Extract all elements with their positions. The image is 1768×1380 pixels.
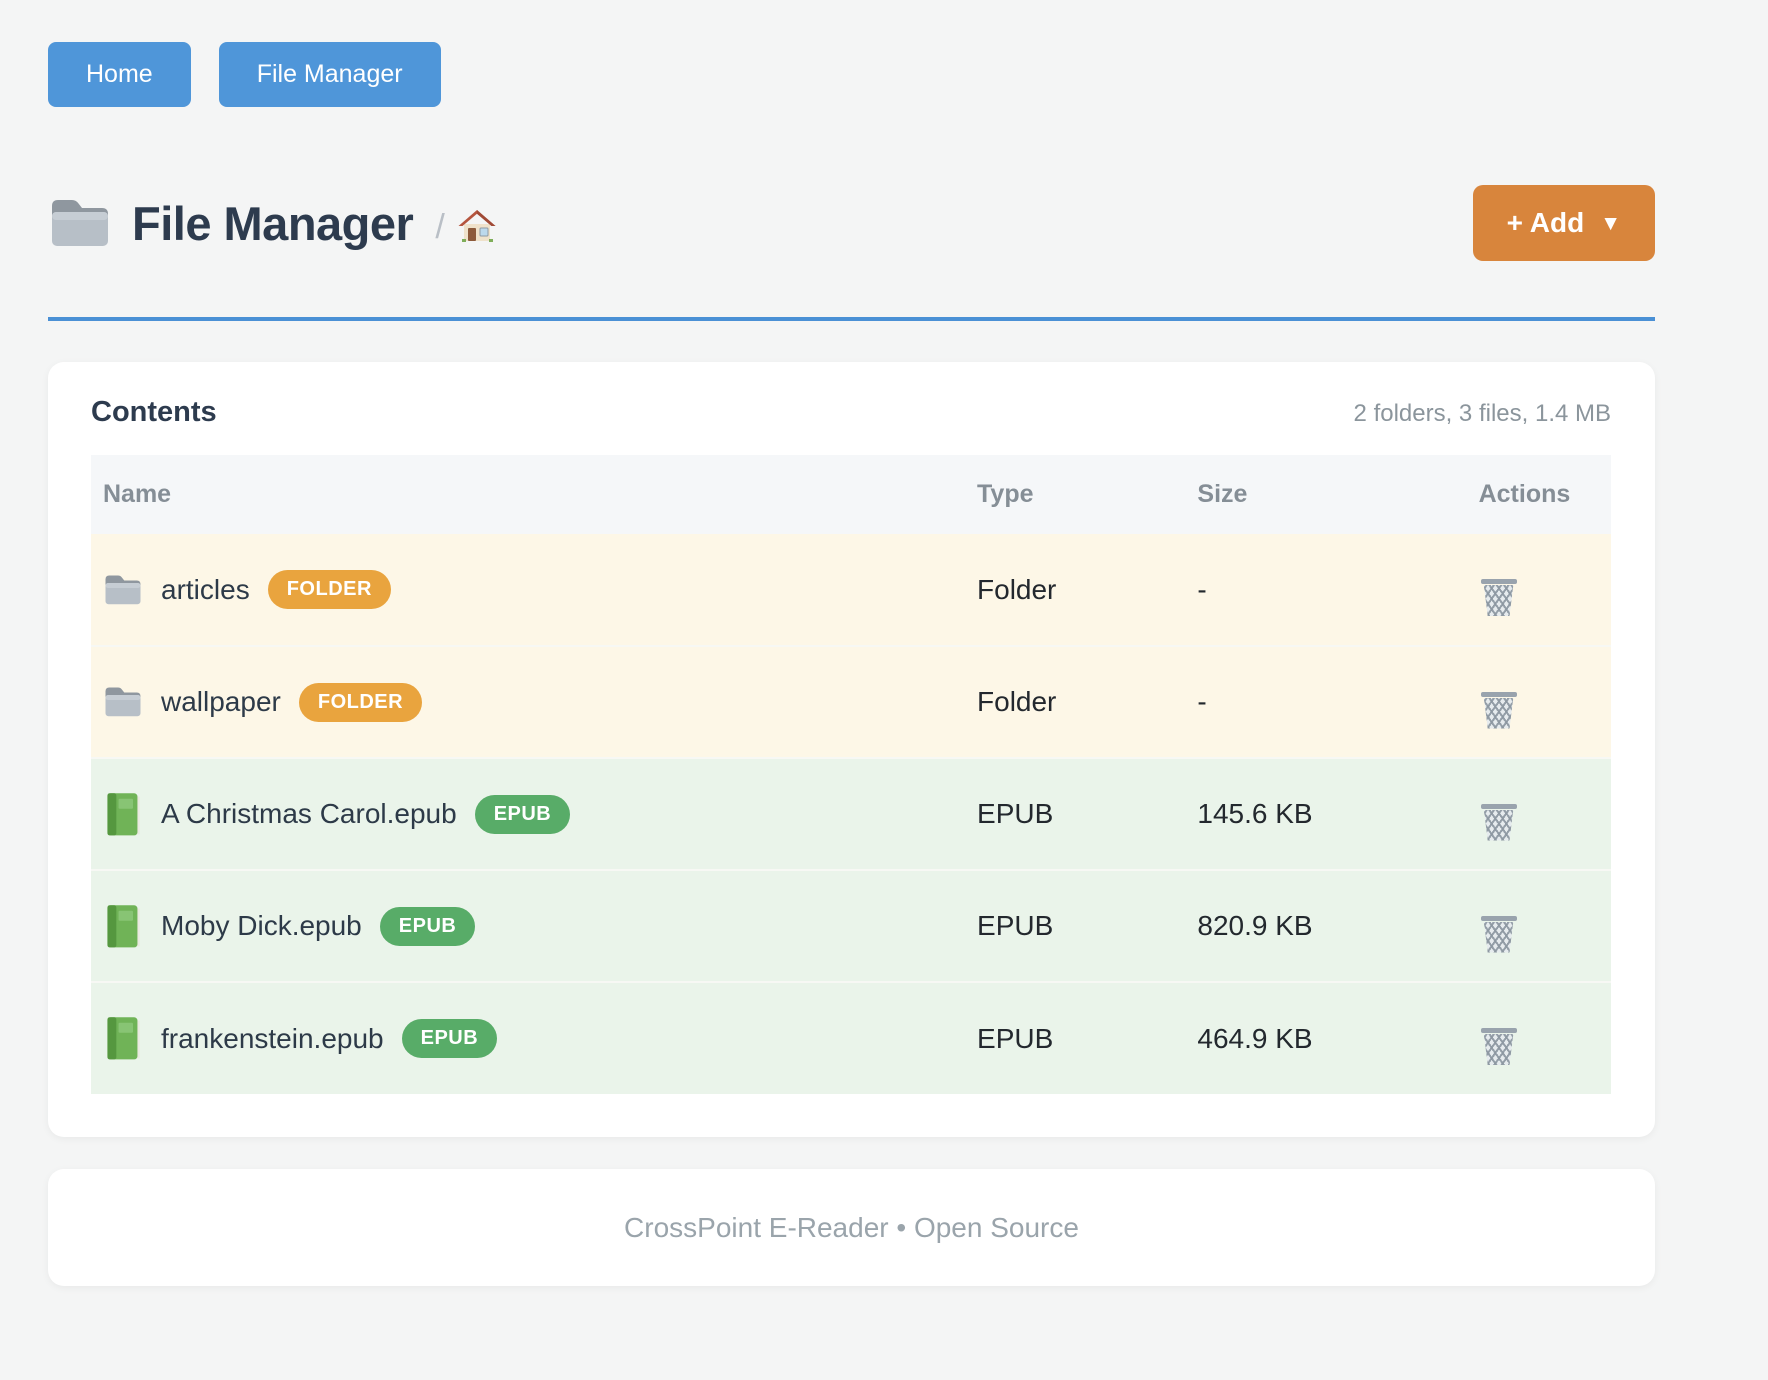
type-badge: FOLDER xyxy=(298,682,423,722)
type-badge: EPUB xyxy=(401,1019,498,1058)
title-underline xyxy=(48,317,1655,321)
breadcrumb-separator: / xyxy=(435,207,445,246)
wastebasket-icon xyxy=(1480,1028,1517,1033)
footer-text: CrossPoint E-Reader • Open Source xyxy=(624,1211,1079,1243)
top-nav: Home File Manager xyxy=(48,42,1655,107)
file-size: 145.6 KB xyxy=(1185,758,1467,871)
file-size: 820.9 KB xyxy=(1185,870,1467,983)
column-header-actions: Actions xyxy=(1466,455,1611,534)
file-type: Folder xyxy=(965,646,1186,759)
wastebasket-icon xyxy=(1480,691,1517,697)
folder-icon xyxy=(103,682,143,722)
delete-button[interactable] xyxy=(1479,688,1519,733)
card-header: Contents 2 folders, 3 files, 1.4 MB xyxy=(91,396,1611,429)
file-table: Name Type Size Actions articles FOLDER F… xyxy=(91,455,1611,1094)
column-header-type: Type xyxy=(965,455,1186,534)
file-type: EPUB xyxy=(965,870,1186,983)
table-row: A Christmas Carol.epub EPUB EPUB 145.6 K… xyxy=(91,758,1611,871)
footer: CrossPoint E-Reader • Open Source xyxy=(48,1169,1655,1286)
wastebasket-icon xyxy=(1480,803,1517,809)
file-manager-button[interactable]: File Manager xyxy=(218,42,441,107)
file-type: EPUB xyxy=(965,982,1186,1094)
file-size: - xyxy=(1185,534,1467,647)
delete-button[interactable] xyxy=(1479,575,1519,620)
folder-icon xyxy=(103,570,143,610)
file-size: - xyxy=(1185,646,1467,759)
type-badge: FOLDER xyxy=(267,570,391,609)
type-badge: EPUB xyxy=(474,794,571,834)
delete-button[interactable] xyxy=(1479,800,1519,845)
table-row: Moby Dick.epub EPUB EPUB 820.9 KB xyxy=(91,870,1611,983)
file-name[interactable]: Moby Dick.epub xyxy=(161,910,362,941)
home-button[interactable]: Home xyxy=(48,42,191,107)
table-header-row: Name Type Size Actions xyxy=(91,455,1611,534)
contents-summary: 2 folders, 3 files, 1.4 MB xyxy=(1353,400,1611,427)
caret-down-icon: ▼ xyxy=(1600,212,1621,235)
type-badge: EPUB xyxy=(379,906,476,946)
file-name[interactable]: articles xyxy=(161,573,250,605)
column-header-name: Name xyxy=(91,455,966,534)
page-title: File Manager xyxy=(132,196,414,250)
file-size: 464.9 KB xyxy=(1185,982,1467,1094)
contents-card: Contents 2 folders, 3 files, 1.4 MB Name… xyxy=(48,362,1655,1137)
file-type: Folder xyxy=(965,534,1186,647)
contents-title: Contents xyxy=(91,396,217,428)
house-icon[interactable] xyxy=(457,206,497,246)
page: Home File Manager File Manager / xyxy=(48,42,1655,1286)
folder-icon xyxy=(48,196,112,250)
file-name[interactable]: frankenstein.epub xyxy=(161,1022,384,1054)
wastebasket-icon xyxy=(1480,579,1517,584)
wastebasket-icon xyxy=(1480,915,1517,921)
file-name[interactable]: A Christmas Carol.epub xyxy=(161,798,457,829)
delete-button[interactable] xyxy=(1479,912,1519,957)
delete-button[interactable] xyxy=(1479,1024,1519,1069)
table-row: wallpaper FOLDER Folder - xyxy=(91,646,1611,759)
table-row: articles FOLDER Folder - xyxy=(91,534,1611,647)
green-book-icon xyxy=(103,1017,143,1060)
green-book-icon xyxy=(103,792,143,836)
file-name[interactable]: wallpaper xyxy=(161,686,281,717)
add-button-label: + Add xyxy=(1506,207,1585,238)
column-header-size: Size xyxy=(1185,455,1467,534)
title-group: File Manager / xyxy=(48,196,497,251)
table-row: frankenstein.epub EPUB EPUB 464.9 KB xyxy=(91,982,1611,1094)
file-table-body: articles FOLDER Folder - wallpaper FOLDE… xyxy=(91,534,1611,1094)
add-button[interactable]: + Add ▼ xyxy=(1472,185,1655,261)
page-header: File Manager / + Add ▼ xyxy=(48,185,1655,261)
green-book-icon xyxy=(103,904,143,948)
file-type: EPUB xyxy=(965,758,1186,871)
